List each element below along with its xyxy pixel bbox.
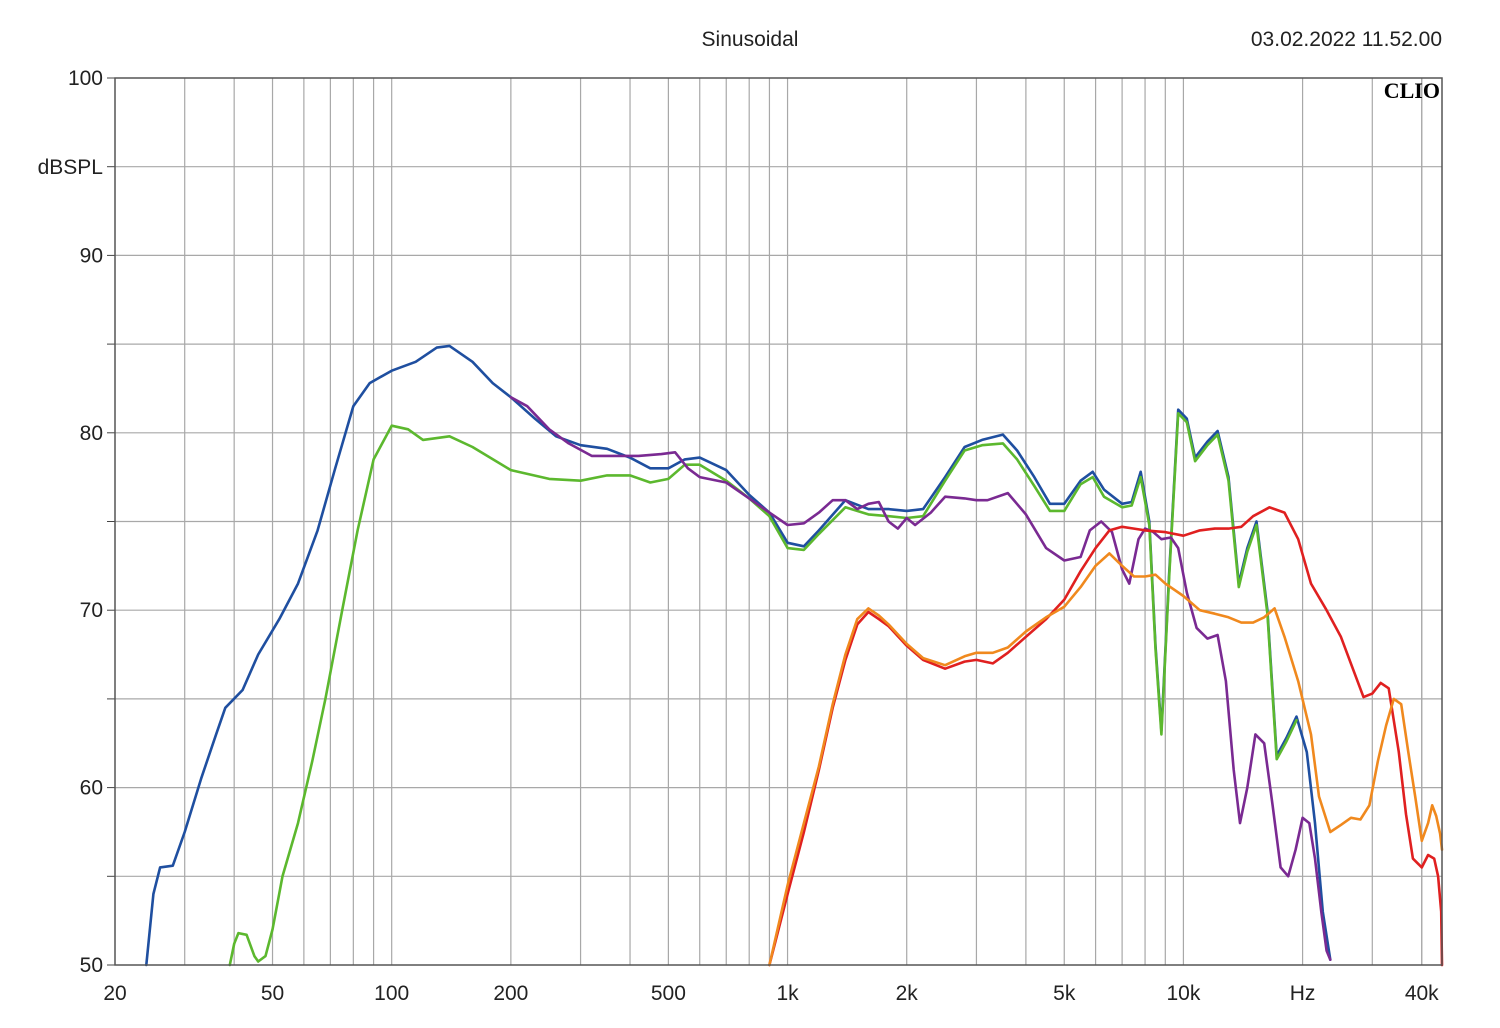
x-tick-label: 200	[493, 982, 528, 1005]
series-line-4	[768, 506, 1444, 967]
y-tick-label: 80	[80, 422, 103, 445]
x-tick-label: 2k	[896, 982, 919, 1005]
y-tick-label: 60	[80, 777, 103, 800]
chart-frame	[114, 77, 1443, 966]
x-tick-label: 40k	[1405, 982, 1439, 1005]
y-axis-label: dBSPL	[38, 156, 103, 179]
y-tick-label: 100	[68, 67, 103, 90]
y-tick-label: 90	[80, 244, 103, 267]
x-tick-label: 10k	[1166, 982, 1200, 1005]
x-tick-label: 5k	[1053, 982, 1076, 1005]
series-line-1	[145, 344, 1332, 967]
chart-title: Sinusoidal	[702, 28, 799, 51]
chart-series	[145, 344, 1444, 967]
plot-border	[114, 77, 1443, 966]
x-tick-label: 100	[374, 982, 409, 1005]
chart-grid	[107, 77, 1442, 966]
series-line-2	[228, 412, 1298, 967]
chart-labels: Sinusoidal 03.02.2022 11.52.00 dBSPL CLI…	[38, 28, 1442, 1005]
chart-timestamp: 03.02.2022 11.52.00	[1251, 28, 1442, 51]
x-tick-label: 20	[103, 982, 126, 1005]
y-tick-label: 50	[80, 954, 103, 977]
x-tick-label: 1k	[776, 982, 799, 1005]
series-line-3	[509, 396, 1332, 961]
x-tick-label: 50	[261, 982, 284, 1005]
x-tick-label: Hz	[1290, 982, 1316, 1005]
series-line-5	[768, 552, 1444, 967]
y-tick-label: 70	[80, 599, 103, 622]
x-tick-label: 500	[651, 982, 686, 1005]
clio-logo: CLIO	[1384, 78, 1440, 103]
